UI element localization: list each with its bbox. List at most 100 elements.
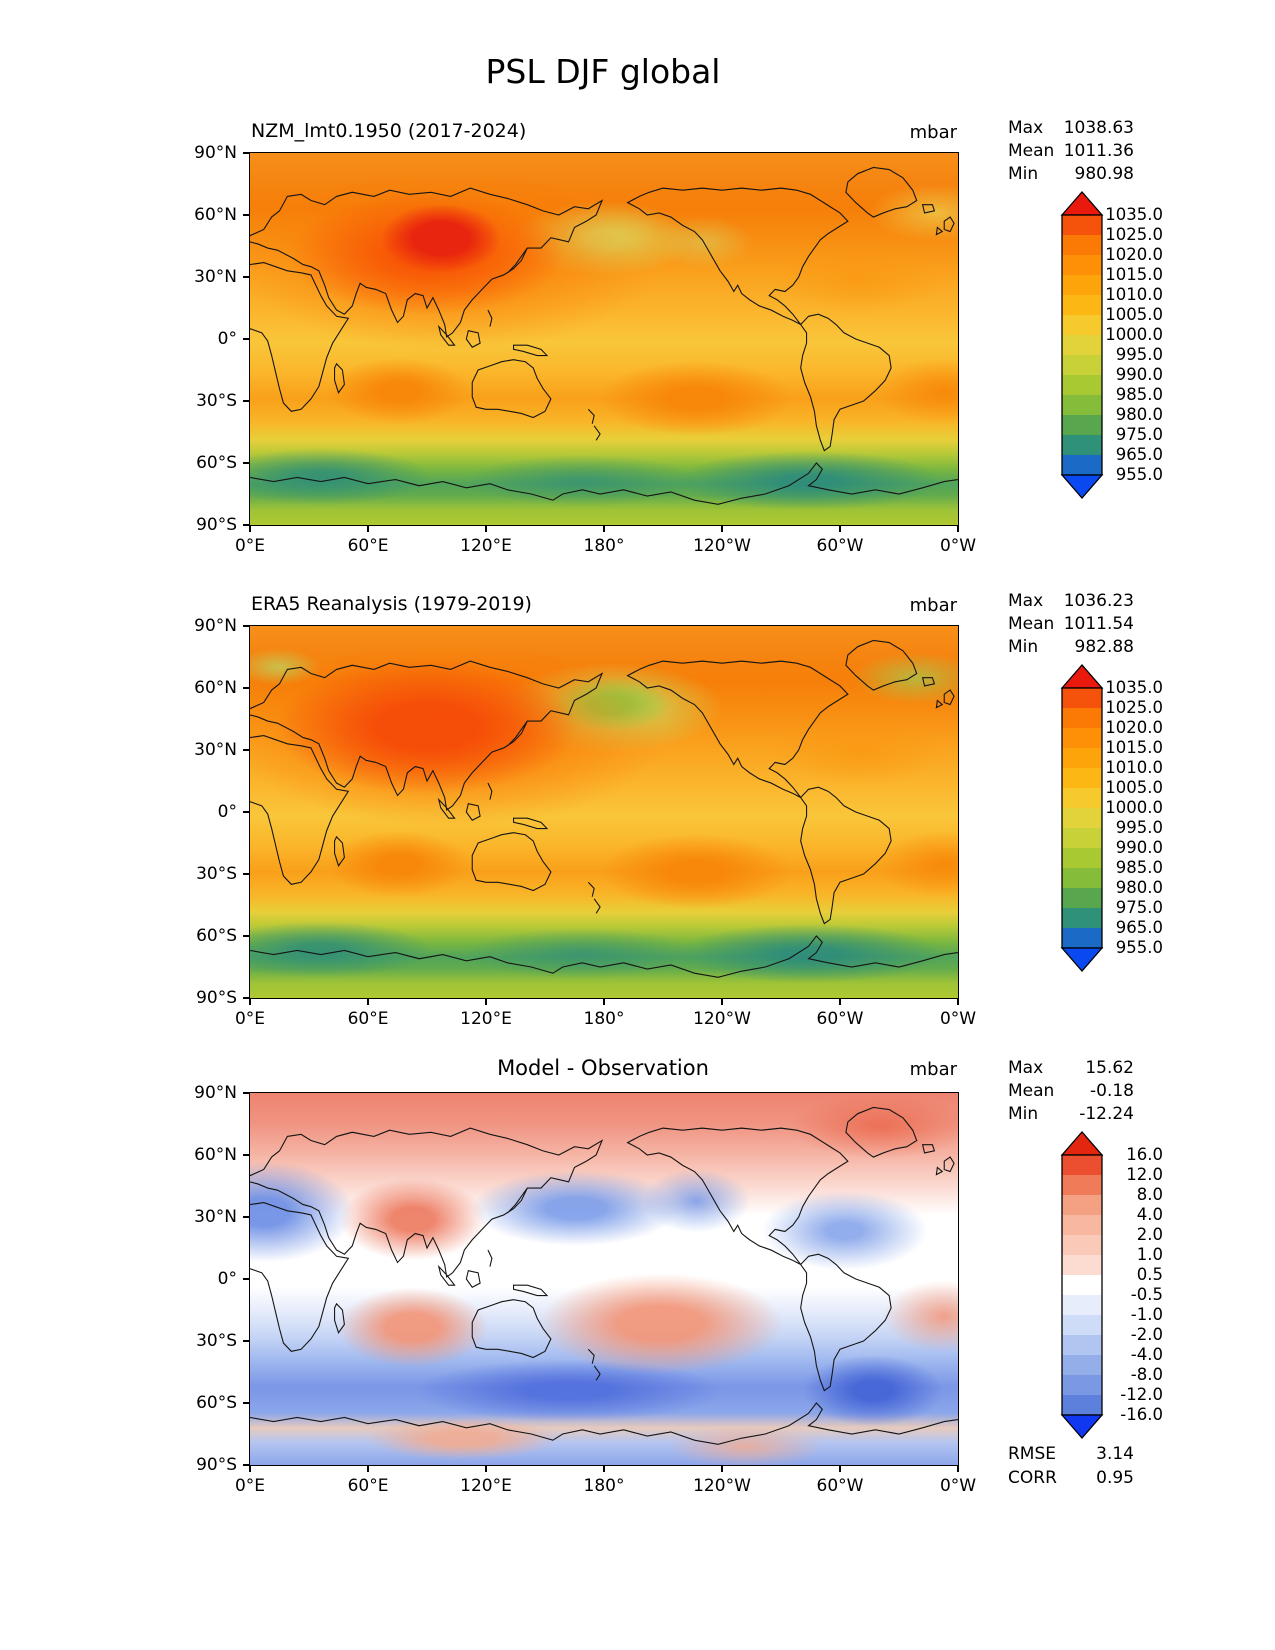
coastlines	[250, 1106, 958, 1445]
colorbar-segment	[1062, 1355, 1102, 1376]
stat-label: Mean	[1008, 141, 1055, 161]
stat-value: 1011.54	[1063, 614, 1134, 634]
stat-row: Min 982.88	[1008, 636, 1134, 659]
colorbar-tick-label: 975.0	[1115, 898, 1163, 917]
colorbar-segment	[1062, 1275, 1102, 1296]
x-tick	[957, 998, 959, 1005]
metric-row: RMSE 3.14	[1008, 1442, 1134, 1466]
stat-value: 1036.23	[1063, 591, 1134, 611]
y-tick-label: 60°S	[196, 453, 237, 473]
stat-value: 980.98	[1074, 164, 1134, 184]
colorbar-segment	[1062, 295, 1102, 316]
y-tick-label: 60°S	[196, 1393, 237, 1413]
colorbar-arrow-bottom-icon	[1060, 1414, 1104, 1439]
colorbar-tick-label: 1035.0	[1105, 678, 1163, 697]
x-tick-label: 180°	[583, 536, 625, 556]
y-tick-label: 90°S	[196, 988, 237, 1008]
colorbar-segment	[1062, 435, 1102, 456]
stat-label: Mean	[1008, 1081, 1055, 1101]
colorbar-tick-label: 975.0	[1115, 425, 1163, 444]
colorbar-segment	[1062, 868, 1102, 889]
stats-model: Max 1038.63 Mean 1011.36 Min 980.98	[1008, 117, 1134, 186]
colorbar-tick-label: 12.0	[1126, 1165, 1163, 1184]
colorbar-segment	[1062, 1255, 1102, 1276]
colorbar-arrow-top-icon	[1060, 191, 1104, 216]
stat-label: Min	[1008, 164, 1039, 184]
colorbar-segment	[1062, 1195, 1102, 1216]
colorbar-tick-label: 995.0	[1115, 818, 1163, 837]
colorbar-tick-label: 990.0	[1115, 365, 1163, 384]
figure-title: PSL DJF global	[485, 52, 721, 91]
colorbar-tick-label: -4.0	[1130, 1345, 1163, 1364]
x-tick-label: 120°W	[693, 536, 751, 556]
y-tick	[243, 400, 250, 402]
x-tick	[367, 525, 369, 532]
y-tick-label: 0°	[217, 802, 237, 822]
y-tick	[243, 214, 250, 216]
y-tick-label: 90°N	[194, 143, 237, 163]
x-tick-label: 120°W	[693, 1476, 751, 1496]
stat-row: Mean 1011.36	[1008, 140, 1134, 163]
colorbar-segment	[1062, 395, 1102, 416]
colorbar-segment	[1062, 1175, 1102, 1196]
x-tick	[839, 1465, 841, 1472]
stat-row: Max 15.62	[1008, 1057, 1134, 1080]
x-tick-label: 0°W	[939, 536, 977, 556]
y-tick	[243, 1092, 250, 1094]
colorbar-tick-label: 1.0	[1136, 1245, 1163, 1264]
metric-label: CORR	[1008, 1468, 1057, 1488]
metric-value: 3.14	[1096, 1444, 1134, 1464]
colorbar-segment	[1062, 375, 1102, 396]
stat-row: Min -12.24	[1008, 1103, 1134, 1126]
stat-label: Min	[1008, 637, 1039, 657]
colorbar-tick-label: 0.5	[1136, 1265, 1163, 1284]
panel-model-units: mbar	[909, 122, 957, 143]
y-tick	[243, 935, 250, 937]
colorbar-tick-label: 955.0	[1115, 465, 1163, 484]
x-tick-label: 0°W	[939, 1476, 977, 1496]
x-tick-label: 60°E	[347, 1009, 389, 1029]
colorbar-arrow-bottom-icon	[1060, 947, 1104, 972]
x-tick	[957, 525, 959, 532]
y-tick-label: 60°N	[194, 678, 237, 698]
colorbar-tick-label: 985.0	[1115, 385, 1163, 404]
colorbar-segment	[1062, 315, 1102, 336]
colorbar-segment	[1062, 275, 1102, 296]
colorbar-segment	[1062, 235, 1102, 256]
colorbar	[1060, 191, 1104, 499]
colorbar-arrow-top-icon	[1060, 664, 1104, 689]
x-tick-label: 120°W	[693, 1009, 751, 1029]
y-tick-label: 90°S	[196, 1455, 237, 1475]
stats-diff: Max 15.62 Mean -0.18 Min -12.24	[1008, 1057, 1134, 1126]
panel-model-title: NZM_lmt0.1950 (2017-2024)	[251, 120, 527, 142]
y-tick	[243, 338, 250, 340]
colorbar-segment	[1062, 215, 1102, 236]
x-tick	[485, 525, 487, 532]
x-tick-label: 0°E	[234, 536, 266, 556]
x-tick	[603, 998, 605, 1005]
stat-value: 1011.36	[1063, 141, 1134, 161]
x-tick-label: 0°E	[234, 1009, 266, 1029]
colorbar-tick-label: -16.0	[1120, 1405, 1163, 1424]
stat-label: Min	[1008, 1104, 1039, 1124]
colorbar-segment	[1062, 1235, 1102, 1256]
y-tick	[243, 1278, 250, 1280]
x-tick-label: 180°	[583, 1009, 625, 1029]
colorbar-segment	[1062, 335, 1102, 356]
x-tick	[721, 1465, 723, 1472]
y-tick	[243, 1216, 250, 1218]
colorbar-segment	[1062, 255, 1102, 276]
x-tick-label: 60°W	[816, 536, 864, 556]
y-tick-label: 90°N	[194, 1083, 237, 1103]
x-tick-label: 0°W	[939, 1009, 977, 1029]
colorbar-segment	[1062, 1335, 1102, 1356]
x-tick	[839, 998, 841, 1005]
colorbar-tick-label: 1015.0	[1105, 738, 1163, 757]
colorbar-tick-label: 1025.0	[1105, 225, 1163, 244]
x-tick-label: 180°	[583, 1476, 625, 1496]
y-tick	[243, 749, 250, 751]
x-tick	[249, 1465, 251, 1472]
map-diff-field: 0°E 60°E 120°E 180° 120°W 60°W 0°W 90°N 60°N 30°N…	[194, 1083, 976, 1496]
x-tick	[485, 998, 487, 1005]
